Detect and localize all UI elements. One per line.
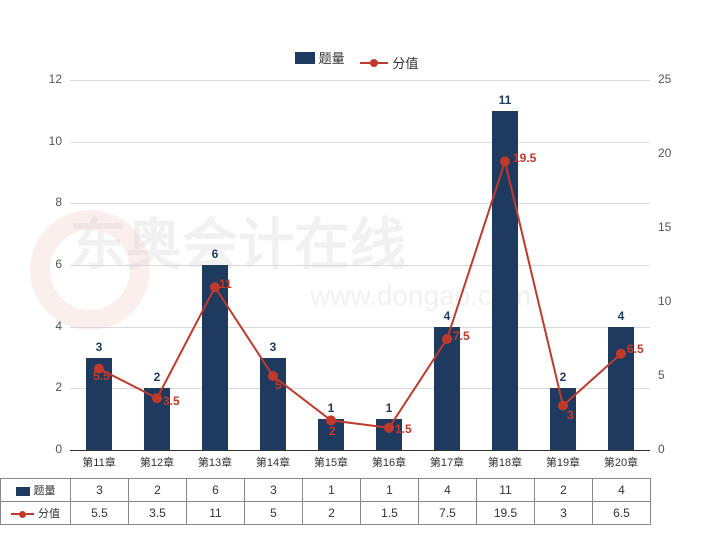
category-label: 第15章 bbox=[314, 454, 348, 470]
category-label: 第19章 bbox=[546, 454, 580, 470]
table-row-line-cell: 3 bbox=[535, 502, 593, 525]
table-row-line-cell: 2 bbox=[303, 502, 361, 525]
y-right-tick-label: 25 bbox=[658, 72, 671, 86]
line-value-label: 11 bbox=[219, 277, 232, 291]
gridline bbox=[70, 265, 650, 266]
table-row-line-cell: 5.5 bbox=[71, 502, 129, 525]
data-table: 题量32631141124分值5.53.511521.57.519.536.5 bbox=[0, 478, 651, 525]
legend-swatch-bar bbox=[295, 52, 315, 64]
gridline bbox=[70, 327, 650, 328]
table-row-bar-header: 题量 bbox=[1, 479, 71, 502]
line-value-label: 3 bbox=[567, 408, 574, 422]
y-right-tick-label: 15 bbox=[658, 220, 671, 234]
table-row-bar-cell: 1 bbox=[361, 479, 419, 502]
gridline bbox=[70, 142, 650, 143]
gridline bbox=[70, 203, 650, 204]
legend: 题量 分值 bbox=[0, 48, 713, 72]
y-right-tick-label: 5 bbox=[658, 368, 665, 382]
category-label: 第13章 bbox=[198, 454, 232, 470]
line-value-label: 6.5 bbox=[627, 342, 644, 356]
y-left-tick-label: 10 bbox=[49, 134, 62, 148]
chart-container: 东奥会计在线 www.dongao.com 题量 分值 024681012051… bbox=[0, 0, 713, 555]
table-row-line-cell: 19.5 bbox=[477, 502, 535, 525]
bar-value-label: 1 bbox=[328, 401, 335, 415]
table-row-bar-cell: 3 bbox=[245, 479, 303, 502]
table-row-bar-cell: 1 bbox=[303, 479, 361, 502]
table-row-line-cell: 5 bbox=[245, 502, 303, 525]
category-label: 第12章 bbox=[140, 454, 174, 470]
line-value-label: 3.5 bbox=[163, 394, 180, 408]
table-row-bar-cell: 2 bbox=[535, 479, 593, 502]
table-row-bar-cell: 4 bbox=[419, 479, 477, 502]
category-label: 第17章 bbox=[430, 454, 464, 470]
legend-label-bar: 题量 bbox=[319, 48, 345, 67]
y-left-tick-label: 0 bbox=[55, 442, 62, 456]
line-value-label: 7.5 bbox=[453, 329, 470, 343]
y-left-tick-label: 8 bbox=[55, 195, 62, 209]
plot-area: 02468101205101520253第11章2第12章6第13章3第14章1… bbox=[70, 80, 650, 450]
bar-value-label: 3 bbox=[270, 340, 277, 354]
bar-value-label: 11 bbox=[499, 93, 512, 107]
bar-value-label: 2 bbox=[560, 370, 567, 384]
table-row-bar-cell: 11 bbox=[477, 479, 535, 502]
y-left-tick-label: 4 bbox=[55, 319, 62, 333]
category-label: 第14章 bbox=[256, 454, 290, 470]
line-value-label: 5.5 bbox=[93, 369, 110, 383]
legend-label-line: 分值 bbox=[392, 53, 418, 72]
legend-item-line: 分值 bbox=[360, 53, 418, 72]
table-row-line-header: 分值 bbox=[1, 502, 71, 525]
bar bbox=[202, 265, 228, 450]
table-row-bar-cell: 2 bbox=[129, 479, 187, 502]
gridline bbox=[70, 80, 650, 81]
table-row-line-cell: 1.5 bbox=[361, 502, 419, 525]
table-row-line-cell: 7.5 bbox=[419, 502, 477, 525]
line-value-label: 5 bbox=[275, 378, 282, 392]
table-row-bar-cell: 4 bbox=[593, 479, 651, 502]
y-left-tick-label: 6 bbox=[55, 257, 62, 271]
y-right-tick-label: 10 bbox=[658, 294, 671, 308]
table-row-bar-cell: 6 bbox=[187, 479, 245, 502]
table-row-line-cell: 6.5 bbox=[593, 502, 651, 525]
bar-value-label: 1 bbox=[386, 401, 393, 415]
table-row-bar: 题量32631141124 bbox=[1, 479, 651, 502]
bar bbox=[260, 358, 286, 451]
legend-item-bar: 题量 bbox=[295, 48, 345, 67]
bar-value-label: 4 bbox=[618, 309, 625, 323]
table-row-line-cell: 11 bbox=[187, 502, 245, 525]
table-row-bar-cell: 3 bbox=[71, 479, 129, 502]
bar-value-label: 6 bbox=[212, 247, 219, 261]
y-left-tick-label: 12 bbox=[49, 72, 62, 86]
legend-swatch-line bbox=[360, 59, 388, 67]
y-right-tick-label: 20 bbox=[658, 146, 671, 160]
y-left-tick-label: 2 bbox=[55, 380, 62, 394]
y-right-tick-label: 0 bbox=[658, 442, 665, 456]
bar-value-label: 2 bbox=[154, 370, 161, 384]
table-row-line: 分值5.53.511521.57.519.536.5 bbox=[1, 502, 651, 525]
bar bbox=[434, 327, 460, 450]
category-label: 第16章 bbox=[372, 454, 406, 470]
line-value-label: 2 bbox=[329, 424, 336, 438]
bar-value-label: 4 bbox=[444, 309, 451, 323]
category-label: 第11章 bbox=[82, 454, 115, 470]
line-value-label: 19.5 bbox=[513, 151, 536, 165]
category-label: 第20章 bbox=[604, 454, 638, 470]
table-row-line-cell: 3.5 bbox=[129, 502, 187, 525]
category-label: 第18章 bbox=[488, 454, 522, 470]
x-axis-line bbox=[70, 450, 650, 451]
line-value-label: 1.5 bbox=[395, 422, 412, 436]
bar-value-label: 3 bbox=[96, 340, 103, 354]
